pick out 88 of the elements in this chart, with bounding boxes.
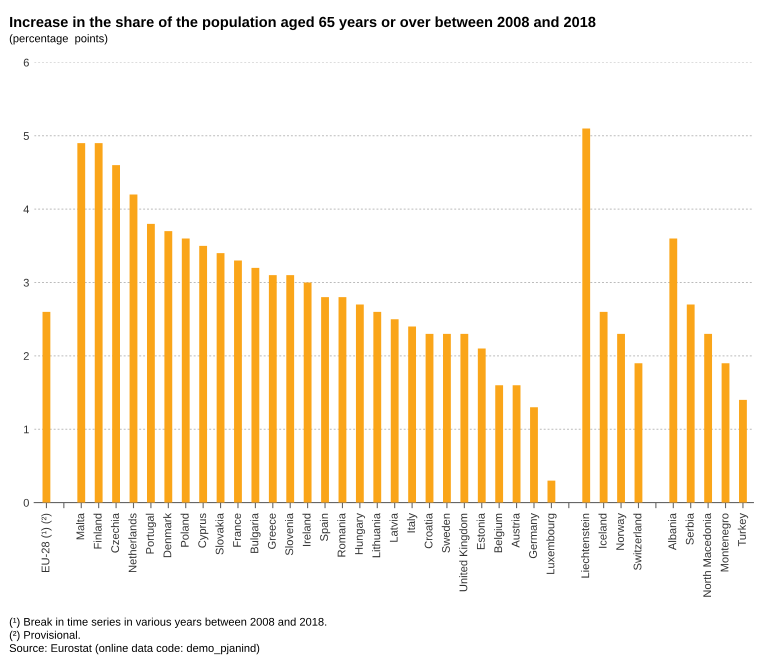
x-tick-label: Croatia <box>424 513 432 548</box>
x-tick-label: Austria <box>511 513 520 548</box>
bar <box>408 326 416 503</box>
x-tick-label: Liechtenstein <box>581 514 590 578</box>
bar <box>390 319 399 503</box>
bar <box>216 253 224 503</box>
x-tick-label: Latvia <box>390 513 398 542</box>
x-tick-label: Bulgaria <box>250 513 261 553</box>
bar <box>356 304 364 503</box>
x-tick-label: Albania <box>668 513 676 550</box>
x-tick-label: North Macedonia <box>702 513 712 597</box>
chart-subtitle: (percentage points) <box>10 34 108 45</box>
bar <box>460 334 468 503</box>
bar <box>251 268 260 503</box>
text: (¹) Break in time series in various years between 2008 and 2018. <box>10 618 326 628</box>
x-tick-label: Italy <box>406 513 418 532</box>
x-tick-label: United Kingdom <box>459 514 470 592</box>
bar <box>182 238 190 503</box>
bar <box>373 312 382 503</box>
bar <box>443 334 451 503</box>
x-tick-label: Slovenia <box>285 513 294 556</box>
bar <box>704 334 712 503</box>
x-tick-label: Portugal <box>146 514 156 554</box>
y-tick-label: 1 <box>24 426 29 434</box>
x-tick-label: Lithuania <box>372 513 380 558</box>
bar <box>338 297 346 503</box>
x-tick-label: Poland <box>180 514 189 547</box>
bar <box>547 480 556 503</box>
y-tick-label: 0 <box>24 498 29 507</box>
bar <box>530 407 538 503</box>
bar <box>478 348 486 503</box>
x-tick-label: Czechia <box>110 513 120 553</box>
x-tick-label: Romania <box>337 513 346 557</box>
x-tick-label: Cyprus <box>198 513 208 548</box>
bar <box>617 334 625 503</box>
y-tick-label: 5 <box>24 132 29 140</box>
bar <box>634 363 642 503</box>
x-tick-label: Iceland <box>598 514 607 548</box>
bar <box>722 363 730 503</box>
y-tick-label: 4 <box>23 206 30 214</box>
x-tick-label: Turkey <box>738 513 748 546</box>
bar <box>321 297 329 503</box>
source-note: Source: Eurostat (online data code: demo_pjanind) <box>10 644 260 654</box>
bar <box>286 275 294 503</box>
x-tick-label: Slovakia <box>215 513 224 555</box>
x-tick-label: Germany <box>529 513 540 558</box>
bar <box>686 304 695 503</box>
x-tick-label: Switzerland <box>633 514 642 570</box>
bar <box>112 165 120 503</box>
bar <box>669 238 678 503</box>
x-tick-label: France <box>233 514 241 547</box>
x-tick-label: Serbia <box>686 513 694 545</box>
x-tick-label: Norway <box>616 513 626 550</box>
bar <box>42 312 50 503</box>
chart-title: Increase in the share of the population aged 65 years or over between 2008 and 2018 <box>10 16 596 30</box>
bar <box>268 275 277 503</box>
x-tick-label: Spain <box>320 514 330 541</box>
bar <box>164 231 172 503</box>
bar <box>77 143 86 503</box>
bar <box>582 128 590 503</box>
bar <box>146 224 155 503</box>
y-tick-label: 6 <box>24 58 29 67</box>
x-tick-label: Hungary <box>355 513 366 554</box>
x-tick-label: Greece <box>268 514 276 549</box>
y-tick-label: 2 <box>24 352 29 360</box>
bar <box>426 334 434 503</box>
text: (²) Provisional. <box>10 630 80 642</box>
x-tick-label: Estonia <box>476 513 485 550</box>
x-tick-label: Luxembourg <box>546 514 557 574</box>
bar <box>234 260 242 503</box>
y-tick-label: 3 <box>24 278 29 287</box>
x-tick-label: Malta <box>76 513 84 540</box>
x-tick-label: EU-28 (¹) (²) <box>41 514 52 572</box>
x-tick-label: Sweden <box>442 514 450 553</box>
bar <box>739 400 747 503</box>
bar <box>495 385 504 503</box>
bar <box>199 246 208 503</box>
bar <box>512 385 520 503</box>
bar <box>600 312 608 503</box>
x-tick-label: Ireland <box>302 514 311 546</box>
x-tick-label: Montenegro <box>720 513 731 572</box>
x-tick-label: Netherlands <box>128 513 136 572</box>
bar <box>130 194 138 503</box>
bar <box>94 143 103 503</box>
x-tick-label: Belgium <box>494 514 504 552</box>
x-tick-label: Denmark <box>163 513 172 558</box>
bar <box>304 282 312 503</box>
x-tick-label: Finland <box>93 514 102 549</box>
